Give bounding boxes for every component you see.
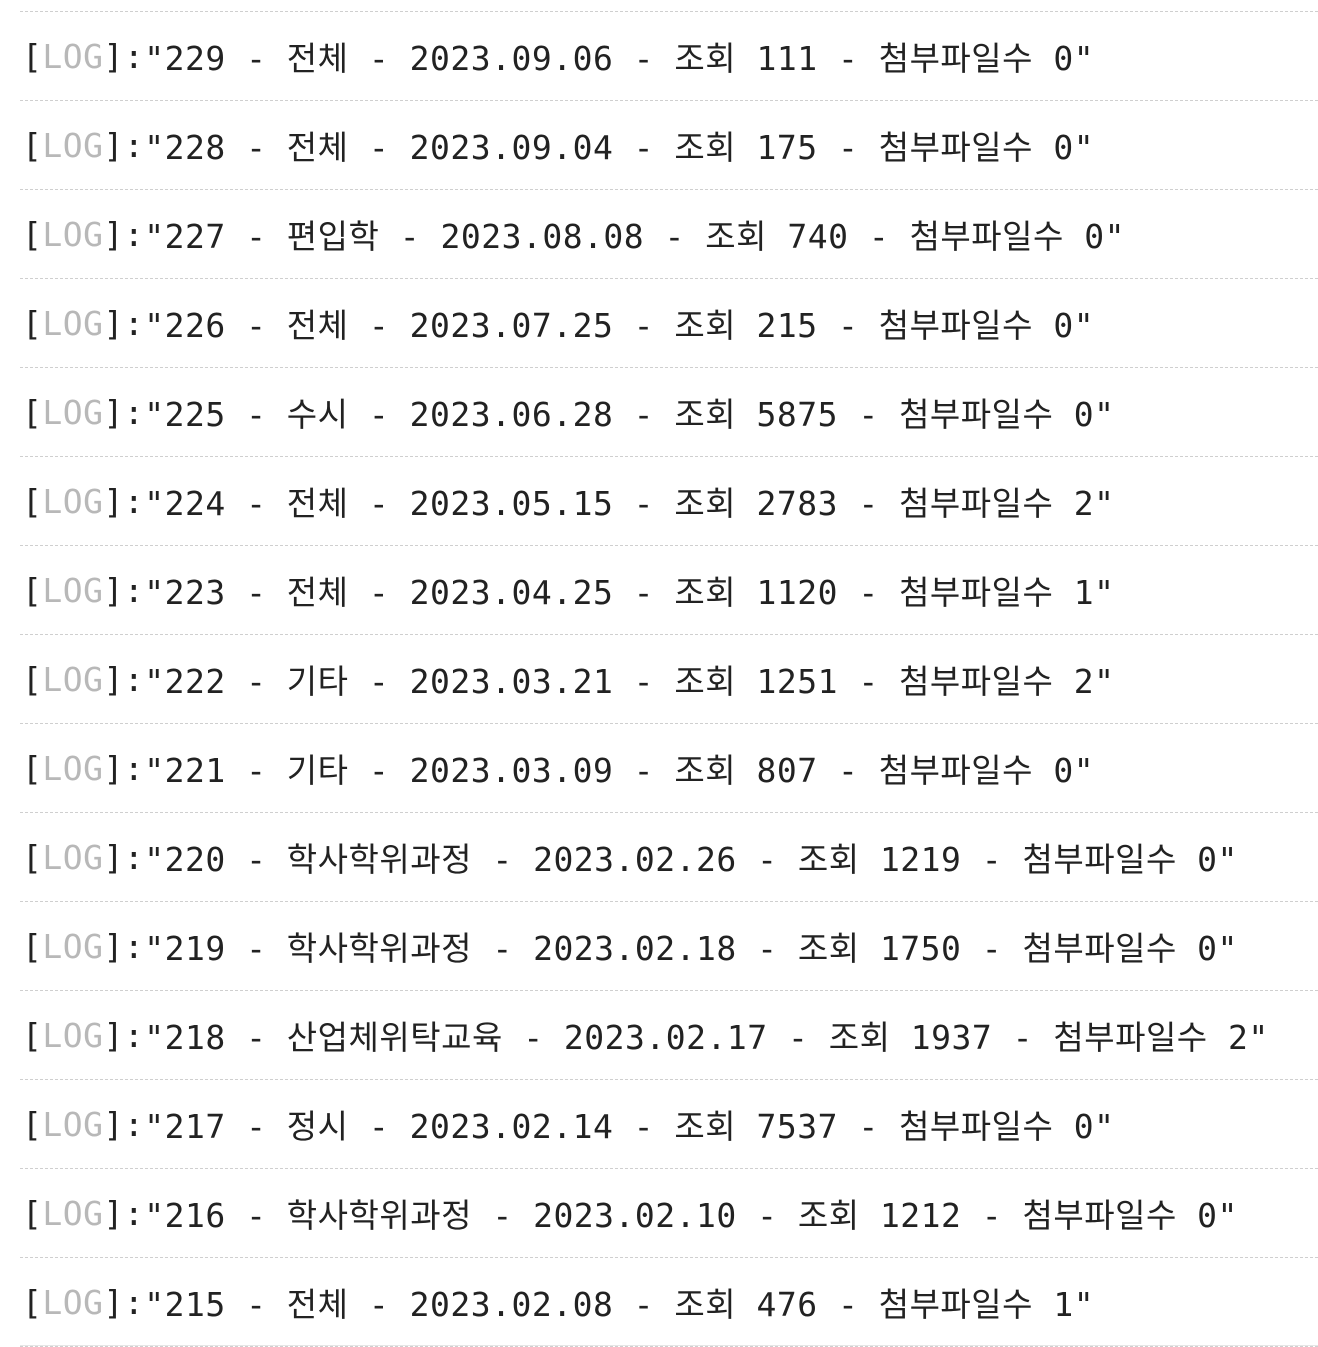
log-row: [LOG]: "227 - 편입학 - 2023.08.08 - 조회 740 … bbox=[20, 190, 1318, 279]
log-message: "223 - 전체 - 2023.04.25 - 조회 1120 - 첨부파일수… bbox=[144, 573, 1115, 612]
log-close-bracket: ]: bbox=[103, 214, 145, 254]
log-row: [LOG]: "226 - 전체 - 2023.07.25 - 조회 215 -… bbox=[20, 279, 1318, 368]
log-close-bracket: ]: bbox=[103, 1015, 145, 1055]
log-close-bracket: ]: bbox=[103, 570, 145, 610]
log-open-bracket: [ bbox=[22, 1015, 43, 1055]
log-tag: LOG bbox=[42, 570, 104, 610]
log-tag: LOG bbox=[42, 303, 104, 343]
log-close-bracket: ]: bbox=[103, 1104, 145, 1144]
log-open-bracket: [ bbox=[22, 570, 43, 610]
log-close-bracket: ]: bbox=[103, 392, 145, 432]
log-row: [LOG]: "223 - 전체 - 2023.04.25 - 조회 1120 … bbox=[20, 546, 1318, 635]
log-tag: LOG bbox=[42, 748, 104, 788]
log-row: [LOG]: "228 - 전체 - 2023.09.04 - 조회 175 -… bbox=[20, 101, 1318, 190]
log-close-bracket: ]: bbox=[103, 481, 145, 521]
log-close-bracket: ]: bbox=[103, 125, 145, 165]
log-message: "219 - 학사학위과정 - 2023.02.18 - 조회 1750 - 첨… bbox=[144, 929, 1238, 968]
log-row: [LOG]: "225 - 수시 - 2023.06.28 - 조회 5875 … bbox=[20, 368, 1318, 457]
log-row: [LOG]: "229 - 전체 - 2023.09.06 - 조회 111 -… bbox=[20, 12, 1318, 101]
log-open-bracket: [ bbox=[22, 214, 43, 254]
log-message: "229 - 전체 - 2023.09.06 - 조회 111 - 첨부파일수 … bbox=[144, 39, 1095, 78]
log-tag: LOG bbox=[42, 481, 104, 521]
log-close-bracket: ]: bbox=[103, 748, 145, 788]
log-row: [LOG]: "217 - 정시 - 2023.02.14 - 조회 7537 … bbox=[20, 1080, 1318, 1169]
log-row: [LOG]: "219 - 학사학위과정 - 2023.02.18 - 조회 1… bbox=[20, 902, 1318, 991]
log-message: "221 - 기타 - 2023.03.09 - 조회 807 - 첨부파일수 … bbox=[144, 751, 1095, 790]
log-open-bracket: [ bbox=[22, 659, 43, 699]
log-row: [LOG]: "215 - 전체 - 2023.02.08 - 조회 476 -… bbox=[20, 1258, 1318, 1347]
log-message: "228 - 전체 - 2023.09.04 - 조회 175 - 첨부파일수 … bbox=[144, 128, 1095, 167]
log-message: "217 - 정시 - 2023.02.14 - 조회 7537 - 첨부파일수… bbox=[144, 1107, 1115, 1146]
log-open-bracket: [ bbox=[22, 36, 43, 76]
log-tag: LOG bbox=[42, 36, 104, 76]
log-tag: LOG bbox=[42, 659, 104, 699]
log-row: [LOG]: "222 - 기타 - 2023.03.21 - 조회 1251 … bbox=[20, 635, 1318, 724]
log-message: "220 - 학사학위과정 - 2023.02.26 - 조회 1219 - 첨… bbox=[144, 840, 1238, 879]
log-message: "224 - 전체 - 2023.05.15 - 조회 2783 - 첨부파일수… bbox=[144, 484, 1115, 523]
log-close-bracket: ]: bbox=[103, 837, 145, 877]
log-tag: LOG bbox=[42, 1015, 104, 1055]
log-tag: LOG bbox=[42, 214, 104, 254]
log-row: [LOG]: "218 - 산업체위탁교육 - 2023.02.17 - 조회 … bbox=[20, 991, 1318, 1080]
log-close-bracket: ]: bbox=[103, 303, 145, 343]
log-open-bracket: [ bbox=[22, 303, 43, 343]
log-tag: LOG bbox=[42, 125, 104, 165]
log-close-bracket: ]: bbox=[103, 36, 145, 76]
log-open-bracket: [ bbox=[22, 837, 43, 877]
log-message: "218 - 산업체위탁교육 - 2023.02.17 - 조회 1937 - … bbox=[144, 1018, 1269, 1057]
log-message: "227 - 편입학 - 2023.08.08 - 조회 740 - 첨부파일수… bbox=[144, 217, 1125, 256]
log-open-bracket: [ bbox=[22, 481, 43, 521]
log-row: [LOG]: "221 - 기타 - 2023.03.09 - 조회 807 -… bbox=[20, 724, 1318, 813]
log-tag: LOG bbox=[42, 1193, 104, 1233]
log-open-bracket: [ bbox=[22, 1282, 43, 1322]
log-row: [LOG]: "224 - 전체 - 2023.05.15 - 조회 2783 … bbox=[20, 457, 1318, 546]
log-message: "215 - 전체 - 2023.02.08 - 조회 476 - 첨부파일수 … bbox=[144, 1285, 1095, 1324]
log-open-bracket: [ bbox=[22, 748, 43, 788]
log-row: [LOG]: "220 - 학사학위과정 - 2023.02.26 - 조회 1… bbox=[20, 813, 1318, 902]
log-close-bracket: ]: bbox=[103, 1282, 145, 1322]
log-open-bracket: [ bbox=[22, 926, 43, 966]
log-open-bracket: [ bbox=[22, 125, 43, 165]
log-tag: LOG bbox=[42, 392, 104, 432]
log-close-bracket: ]: bbox=[103, 926, 145, 966]
log-row: [LOG]: "216 - 학사학위과정 - 2023.02.10 - 조회 1… bbox=[20, 1169, 1318, 1258]
log-message: "225 - 수시 - 2023.06.28 - 조회 5875 - 첨부파일수… bbox=[144, 395, 1115, 434]
log-tag: LOG bbox=[42, 1104, 104, 1144]
log-message: "222 - 기타 - 2023.03.21 - 조회 1251 - 첨부파일수… bbox=[144, 662, 1115, 701]
log-tag: LOG bbox=[42, 837, 104, 877]
log-message: "216 - 학사학위과정 - 2023.02.10 - 조회 1212 - 첨… bbox=[144, 1196, 1238, 1235]
console-log-list: [LOG]: "229 - 전체 - 2023.09.06 - 조회 111 -… bbox=[20, 11, 1318, 1347]
log-open-bracket: [ bbox=[22, 1193, 43, 1233]
log-message: "226 - 전체 - 2023.07.25 - 조회 215 - 첨부파일수 … bbox=[144, 306, 1095, 345]
log-close-bracket: ]: bbox=[103, 1193, 145, 1233]
log-close-bracket: ]: bbox=[103, 659, 145, 699]
log-open-bracket: [ bbox=[22, 1104, 43, 1144]
log-tag: LOG bbox=[42, 926, 104, 966]
log-open-bracket: [ bbox=[22, 392, 43, 432]
log-tag: LOG bbox=[42, 1282, 104, 1322]
